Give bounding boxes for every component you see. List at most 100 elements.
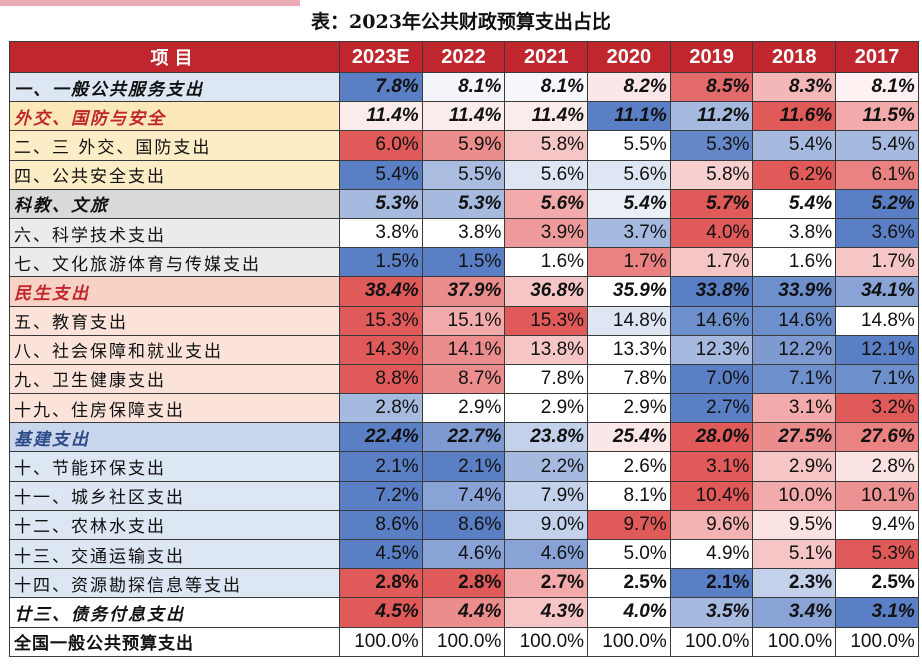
table-row: 四、公共安全支出 5.4% 5.5% 5.6% 5.6% 5.8% 6.2% 6.1% <box>9 159 919 190</box>
value-cell: 14.6% <box>752 305 837 336</box>
value-cell: 2.2% <box>504 451 589 482</box>
row-label: 六、科学技术支出 <box>9 217 340 249</box>
row-label: 四、公共安全支出 <box>9 159 340 190</box>
row-label: 十一、城乡社区支出 <box>9 480 340 511</box>
value-cell: 15.3% <box>339 305 423 336</box>
row-label: 基建支出 <box>9 422 340 453</box>
value-cell: 4.5% <box>339 597 423 628</box>
value-cell: 9.5% <box>752 509 837 541</box>
value-cell: 100.0% <box>339 626 423 657</box>
value-cell: 2.5% <box>587 568 671 599</box>
row-label: 科教、文旅 <box>9 188 340 219</box>
value-cell: 11.5% <box>835 101 919 132</box>
value-cell: 2.9% <box>421 393 506 424</box>
table-row: 十、节能环保支出 2.1% 2.1% 2.2% 2.6% 3.1% 2.9% 2.8% <box>9 451 919 482</box>
value-cell: 5.4% <box>339 159 423 190</box>
table-row: 十四、资源勘探信息等支出 2.8% 2.8% 2.7% 2.5% 2.1% 2.3% 2.5% <box>9 568 919 599</box>
value-cell: 2.6% <box>587 451 671 482</box>
table-title: 表：2023年公共财政预算支出占比 <box>311 11 611 33</box>
value-cell: 5.4% <box>752 188 837 219</box>
value-cell: 2.8% <box>339 393 423 424</box>
value-cell: 5.0% <box>587 538 671 570</box>
header-year: 2023E <box>339 41 423 73</box>
value-cell: 1.6% <box>504 247 589 278</box>
value-cell: 1.5% <box>421 247 506 278</box>
header-item: 项目 <box>9 41 340 73</box>
value-cell: 3.8% <box>421 217 506 249</box>
value-cell: 34.1% <box>835 276 919 307</box>
table-row: 十二、农林水支出 8.6% 8.6% 9.0% 9.7% 9.6% 9.5% 9.4% <box>9 509 919 541</box>
row-label: 一、一般公共服务支出 <box>9 71 340 103</box>
value-cell: 2.8% <box>339 568 423 599</box>
table-body: 一、一般公共服务支出 7.8% 8.1% 8.1% 8.2% 8.5% 8.3% 8.1% 外交… <box>9 71 919 657</box>
value-cell: 11.4% <box>421 101 506 132</box>
row-label: 九、卫生健康支出 <box>9 363 340 395</box>
row-label: 二、三 外交、国防支出 <box>9 130 340 161</box>
value-cell: 3.7% <box>587 217 671 249</box>
header-row: 项目 2023E 2022 2021 2020 2019 2018 2017 <box>9 41 919 73</box>
value-cell: 33.9% <box>752 276 837 307</box>
value-cell: 2.7% <box>504 568 589 599</box>
value-cell: 8.3% <box>752 71 837 103</box>
value-cell: 8.6% <box>421 509 506 541</box>
value-cell: 9.4% <box>835 509 919 541</box>
value-cell: 4.5% <box>339 538 423 570</box>
value-cell: 100.0% <box>504 626 589 657</box>
value-cell: 8.6% <box>339 509 423 541</box>
value-cell: 3.4% <box>752 597 837 628</box>
value-cell: 13.3% <box>587 334 671 365</box>
value-cell: 1.6% <box>752 247 837 278</box>
value-cell: 5.6% <box>504 159 589 190</box>
value-cell: 2.1% <box>669 568 754 599</box>
value-cell: 25.4% <box>587 422 671 453</box>
table-row: 十一、城乡社区支出 7.2% 7.4% 7.9% 8.1% 10.4% 10.0% 10.1% <box>9 480 919 511</box>
value-cell: 3.2% <box>835 393 919 424</box>
table-row: 九、卫生健康支出 8.8% 8.7% 7.8% 7.8% 7.0% 7.1% 7.1% <box>9 363 919 395</box>
row-label: 十、节能环保支出 <box>9 451 340 482</box>
value-cell: 35.9% <box>587 276 671 307</box>
header-year: 2022 <box>421 41 506 73</box>
value-cell: 4.0% <box>587 597 671 628</box>
value-cell: 22.4% <box>339 422 423 453</box>
row-label: 全国一般公共预算支出 <box>9 626 340 657</box>
value-cell: 37.9% <box>421 276 506 307</box>
value-cell: 14.6% <box>669 305 754 336</box>
value-cell: 7.8% <box>587 363 671 395</box>
row-label: 十四、资源勘探信息等支出 <box>9 568 340 599</box>
value-cell: 100.0% <box>835 626 919 657</box>
category-row: 科教、文旅 5.3% 5.3% 5.6% 5.4% 5.7% 5.4% 5.2% <box>9 188 919 219</box>
header-year: 2017 <box>835 41 919 73</box>
value-cell: 8.8% <box>339 363 423 395</box>
top-decor-strip <box>0 0 300 6</box>
value-cell: 7.8% <box>339 71 423 103</box>
value-cell: 15.3% <box>504 305 589 336</box>
value-cell: 11.1% <box>587 101 671 132</box>
value-cell: 5.5% <box>421 159 506 190</box>
value-cell: 7.1% <box>835 363 919 395</box>
value-cell: 8.1% <box>835 71 919 103</box>
value-cell: 5.3% <box>835 538 919 570</box>
row-label: 民生支出 <box>9 276 340 307</box>
value-cell: 3.8% <box>752 217 837 249</box>
value-cell: 11.6% <box>752 101 837 132</box>
value-cell: 1.7% <box>669 247 754 278</box>
table-row: 十九、住房保障支出 2.8% 2.9% 2.9% 2.9% 2.7% 3.1% 3.2% <box>9 393 919 424</box>
value-cell: 12.2% <box>752 334 837 365</box>
value-cell: 2.9% <box>587 393 671 424</box>
value-cell: 4.9% <box>669 538 754 570</box>
value-cell: 10.1% <box>835 480 919 511</box>
value-cell: 12.3% <box>669 334 754 365</box>
table-row: 八、社会保障和就业支出 14.3% 14.1% 13.8% 13.3% 12.3% 12.2… <box>9 334 919 365</box>
value-cell: 6.2% <box>752 159 837 190</box>
table-row: 七、文化旅游体育与传媒支出 1.5% 1.5% 1.6% 1.7% 1.7% 1.6% 1.7… <box>9 247 919 278</box>
value-cell: 7.9% <box>504 480 589 511</box>
value-cell: 1.5% <box>339 247 423 278</box>
value-cell: 5.3% <box>421 188 506 219</box>
value-cell: 2.3% <box>752 568 837 599</box>
value-cell: 3.6% <box>835 217 919 249</box>
value-cell: 10.0% <box>752 480 837 511</box>
value-cell: 100.0% <box>752 626 837 657</box>
value-cell: 9.0% <box>504 509 589 541</box>
value-cell: 8.1% <box>504 71 589 103</box>
row-label: 七、文化旅游体育与传媒支出 <box>9 247 340 278</box>
